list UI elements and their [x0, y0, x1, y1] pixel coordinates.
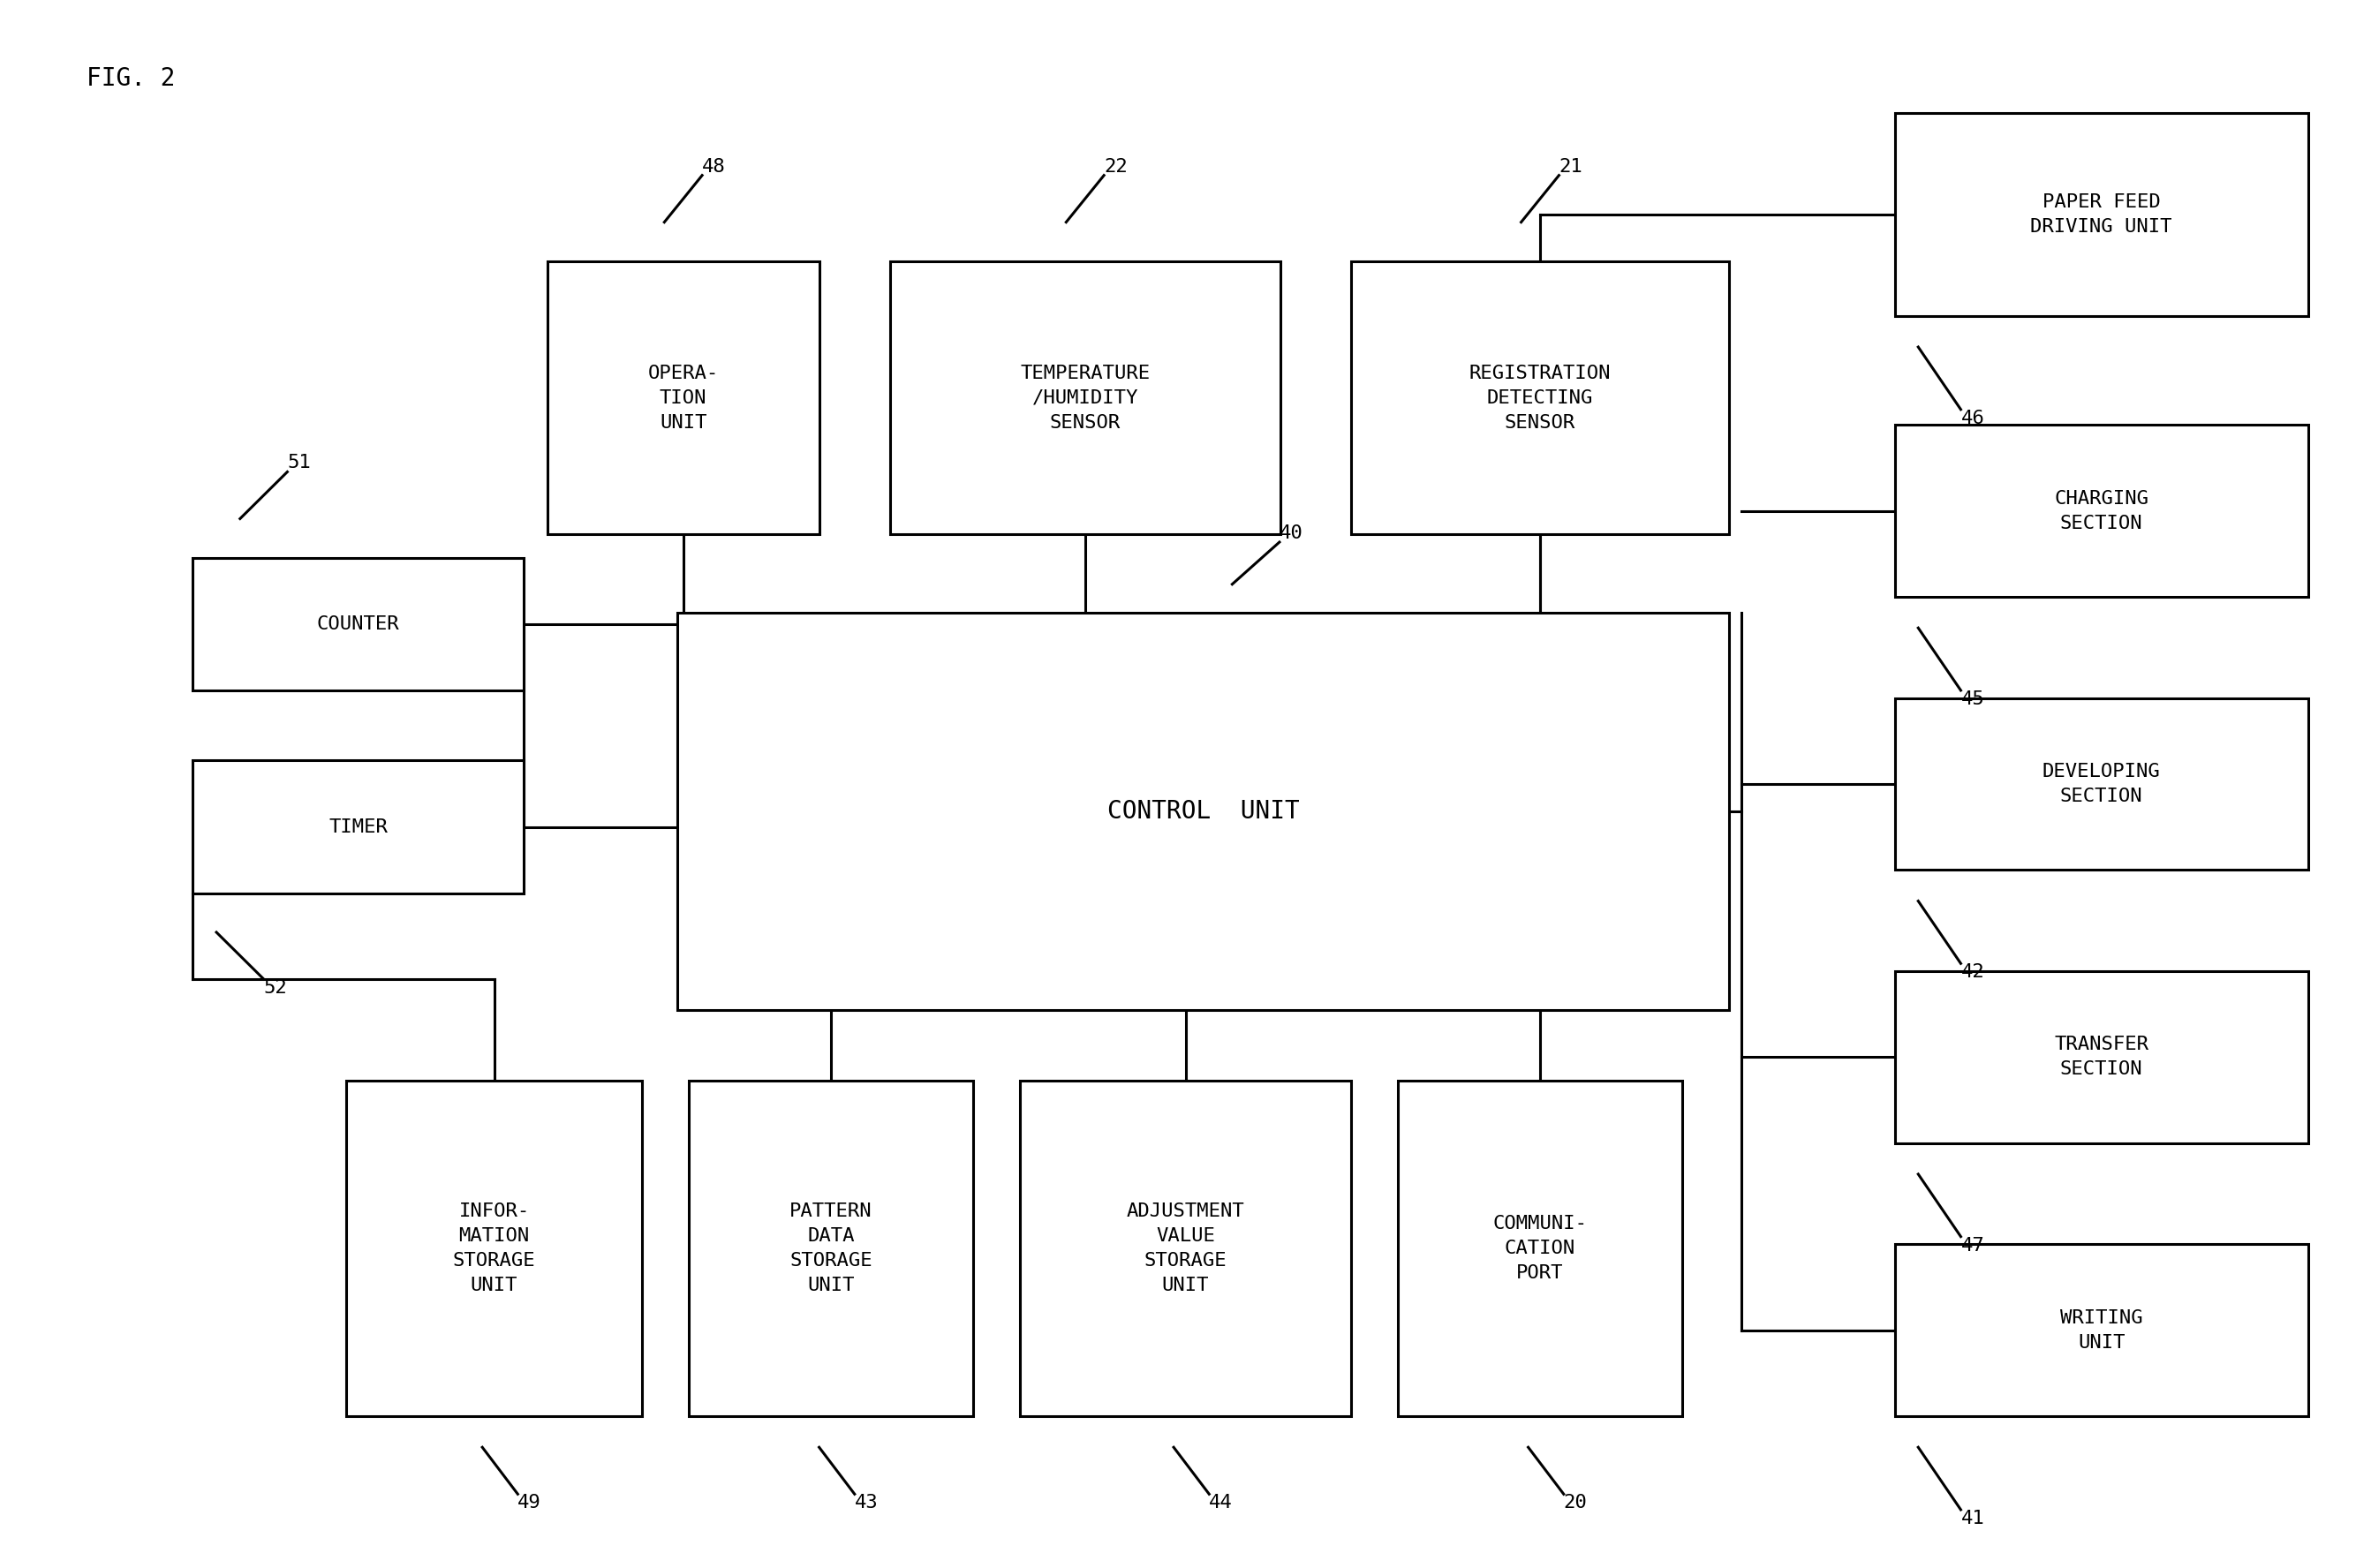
Text: 47: 47 — [1961, 1237, 1985, 1254]
Text: WRITING
UNIT: WRITING UNIT — [2060, 1309, 2143, 1352]
Text: TEMPERATURE
/HUMIDITY
SENSOR: TEMPERATURE /HUMIDITY SENSOR — [1020, 364, 1150, 431]
Text: 41: 41 — [1961, 1510, 1985, 1527]
Bar — [548, 262, 818, 535]
Text: DEVELOPING
SECTION: DEVELOPING SECTION — [2041, 762, 2160, 806]
Text: 40: 40 — [1280, 524, 1304, 543]
Text: INFOR-
MATION
STORAGE
UNIT: INFOR- MATION STORAGE UNIT — [453, 1203, 536, 1294]
Text: 52: 52 — [263, 978, 287, 997]
Text: 44: 44 — [1209, 1494, 1233, 1512]
Text: 43: 43 — [854, 1494, 877, 1512]
Bar — [1020, 1080, 1351, 1416]
Bar — [1894, 425, 2309, 597]
Text: FIG. 2: FIG. 2 — [85, 66, 175, 91]
Text: PAPER FEED
DRIVING UNIT: PAPER FEED DRIVING UNIT — [2030, 193, 2172, 235]
Bar — [346, 1080, 643, 1416]
Text: TIMER: TIMER — [330, 818, 389, 836]
Text: REGISTRATION
DETECTING
SENSOR: REGISTRATION DETECTING SENSOR — [1470, 364, 1610, 431]
Bar — [1894, 113, 2309, 315]
Text: TRANSFER
SECTION: TRANSFER SECTION — [2053, 1036, 2148, 1079]
Text: 21: 21 — [1560, 158, 1581, 176]
Text: PATTERN
DATA
STORAGE
UNIT: PATTERN DATA STORAGE UNIT — [790, 1203, 873, 1294]
Bar — [1894, 698, 2309, 870]
Text: 48: 48 — [702, 158, 726, 176]
Bar — [678, 613, 1728, 1010]
Bar — [1399, 1080, 1681, 1416]
Text: 46: 46 — [1961, 409, 1985, 426]
Bar — [690, 1080, 972, 1416]
Text: COMMUNI-
CATION
PORT: COMMUNI- CATION PORT — [1494, 1215, 1586, 1283]
Text: 49: 49 — [517, 1494, 541, 1512]
Text: CONTROL  UNIT: CONTROL UNIT — [1107, 800, 1299, 823]
Bar — [889, 262, 1280, 535]
Text: COUNTER: COUNTER — [318, 615, 401, 633]
Text: CHARGING
SECTION: CHARGING SECTION — [2053, 489, 2148, 532]
Bar — [1894, 971, 2309, 1143]
Text: OPERA-
TION
UNIT: OPERA- TION UNIT — [647, 364, 718, 431]
Text: 45: 45 — [1961, 690, 1985, 709]
Bar — [1351, 262, 1728, 535]
Text: ADJUSTMENT
VALUE
STORAGE
UNIT: ADJUSTMENT VALUE STORAGE UNIT — [1126, 1203, 1245, 1294]
Bar — [192, 760, 524, 894]
Bar — [192, 558, 524, 690]
Text: 20: 20 — [1565, 1494, 1586, 1512]
Text: 51: 51 — [287, 455, 311, 472]
Text: 22: 22 — [1105, 158, 1129, 176]
Text: 42: 42 — [1961, 963, 1985, 982]
Bar — [1894, 1245, 2309, 1416]
